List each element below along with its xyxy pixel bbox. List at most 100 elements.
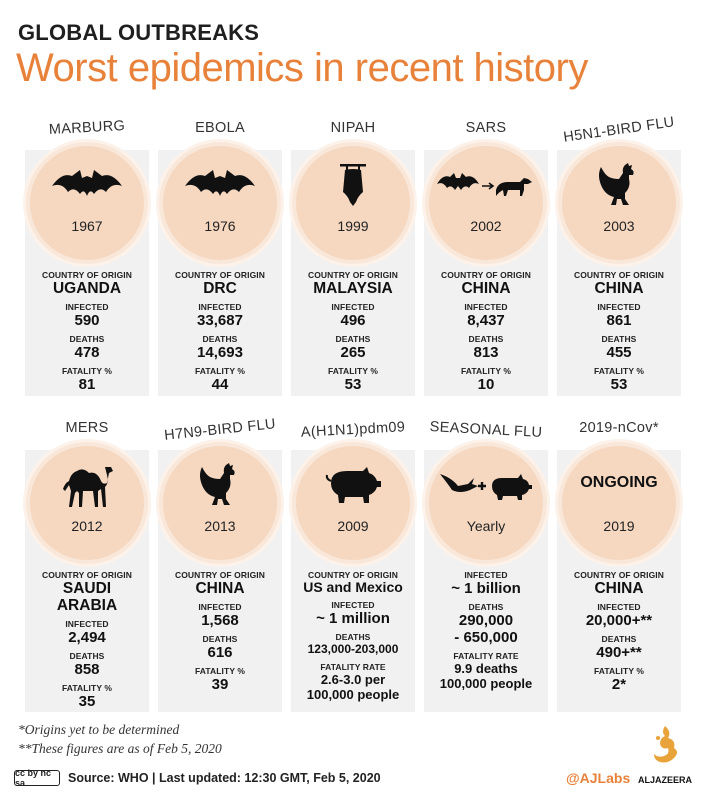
year: 1967 bbox=[71, 218, 103, 234]
stats: COUNTRY OF ORIGIN UGANDA INFECTED 590 DE… bbox=[25, 270, 149, 398]
country-value: CHINA bbox=[461, 280, 511, 297]
fatality-value: 39 bbox=[211, 676, 229, 693]
disease-name: 2019-nCov* bbox=[579, 420, 659, 436]
disease-name: MARBURG bbox=[48, 118, 126, 138]
icon-circle: 1976 bbox=[159, 142, 281, 264]
fatality-value: 44 bbox=[211, 376, 229, 393]
disease-name: SARS bbox=[465, 120, 507, 136]
fatality-value-line2: 100,000 people bbox=[439, 676, 533, 691]
deaths-label: DEATHS bbox=[69, 651, 105, 661]
deaths-value: 490+** bbox=[596, 644, 642, 661]
icon-circle: 1999 bbox=[292, 142, 414, 264]
infected-value: 20,000+** bbox=[585, 612, 653, 629]
disease-card-seasonal-flu: SEASONAL FLU Yearly INFECTED ~ 1 billion… bbox=[424, 419, 548, 712]
deaths-value: 858 bbox=[74, 661, 100, 678]
deaths-value: 616 bbox=[207, 644, 233, 661]
infected-label: INFECTED bbox=[65, 619, 109, 629]
rooster-icon bbox=[163, 460, 277, 510]
disease-name: A(H1N1)pdm09 bbox=[300, 419, 406, 441]
fatality-value: 81 bbox=[78, 376, 96, 393]
year: 2009 bbox=[337, 518, 369, 534]
year: 2002 bbox=[470, 218, 502, 234]
icon-circle: 2009 bbox=[292, 442, 414, 564]
deaths-label: DEATHS bbox=[468, 334, 504, 344]
disease-card-h5n1: H5N1-BIRD FLU 2003 COUNTRY OF ORIGIN CHI… bbox=[557, 114, 681, 398]
source-text: Source: WHO | Last updated: 12:30 GMT, F… bbox=[68, 771, 381, 785]
country-value: CHINA bbox=[594, 580, 644, 597]
deaths-value: 265 bbox=[340, 344, 366, 361]
deaths-value: 14,693 bbox=[197, 344, 243, 361]
deaths-label: DEATHS bbox=[202, 334, 238, 344]
country-label: COUNTRY OF ORIGIN bbox=[174, 570, 265, 580]
footnote-figures-date: **These figures are as of Feb 5, 2020 bbox=[18, 741, 222, 756]
country-value: US and Mexico bbox=[303, 579, 403, 595]
infected-label: INFECTED bbox=[597, 602, 641, 612]
year: Yearly bbox=[466, 518, 506, 534]
country-value-line1: SAUDI bbox=[62, 580, 112, 597]
year: 2013 bbox=[204, 518, 236, 534]
year: 2019 bbox=[603, 518, 635, 534]
infected-value: 496 bbox=[340, 312, 366, 329]
deaths-value-line2: - 650,000 bbox=[454, 629, 518, 646]
creative-commons-icon: cc by nc sa bbox=[14, 768, 60, 788]
disease-name: NIPAH bbox=[330, 120, 376, 136]
icon-circle: ONGOING 2019 bbox=[558, 442, 680, 564]
infected-label: INFECTED bbox=[331, 302, 375, 312]
deaths-value: 123,000-203,000 bbox=[307, 642, 399, 656]
deaths-label: DEATHS bbox=[601, 634, 637, 644]
hanging-bat-icon bbox=[296, 160, 410, 210]
infected-label: INFECTED bbox=[464, 302, 508, 312]
stats: COUNTRY OF ORIGIN CHINA INFECTED 20,000+… bbox=[557, 570, 681, 698]
disease-card-h1n1: A(H1N1)pdm09 2009 COUNTRY OF ORIGIN US a… bbox=[291, 419, 415, 712]
deaths-label: DEATHS bbox=[202, 634, 238, 644]
fatality-value-line1: 2.6-3.0 per bbox=[320, 672, 386, 687]
icon-circle: 2013 bbox=[159, 442, 281, 564]
disease-card-ebola: EBOLA 1976 COUNTRY OF ORIGIN DRC INFECTE… bbox=[158, 120, 282, 398]
bird-and-pig-icon bbox=[429, 460, 543, 510]
icon-circle: Yearly bbox=[425, 442, 547, 564]
disease-card-marburg: MARBURG 1967 COUNTRY OF ORIGIN UGANDA IN… bbox=[25, 118, 149, 398]
icon-circle: 2012 bbox=[26, 442, 148, 564]
infected-label: INFECTED bbox=[198, 302, 242, 312]
infected-value: 861 bbox=[606, 312, 632, 329]
fatality-value-line2: 100,000 people bbox=[306, 687, 400, 702]
fatality-value: 53 bbox=[344, 376, 362, 393]
icon-circle: 1967 bbox=[26, 142, 148, 264]
infected-value: ~ 1 billion bbox=[451, 580, 521, 597]
country-label: COUNTRY OF ORIGIN bbox=[41, 270, 132, 280]
deaths-label: DEATHS bbox=[335, 334, 371, 344]
bat-to-civet-icon bbox=[429, 160, 543, 210]
infected-label: INFECTED bbox=[65, 302, 109, 312]
fatality-label: FATALITY % bbox=[593, 666, 645, 676]
year: 2012 bbox=[71, 518, 103, 534]
aljazeera-wordmark: ALJAZEERA bbox=[637, 775, 692, 785]
country-value: CHINA bbox=[594, 280, 644, 297]
camel-icon bbox=[30, 460, 144, 510]
disease-name: SEASONAL FLU bbox=[429, 419, 543, 441]
bat-icon bbox=[30, 160, 144, 210]
country-label: COUNTRY OF ORIGIN bbox=[41, 570, 132, 580]
country-label: COUNTRY OF ORIGIN bbox=[307, 270, 398, 280]
stats: COUNTRY OF ORIGIN SAUDI ARABIA INFECTED … bbox=[25, 570, 149, 715]
aljazeera-logo-icon bbox=[654, 726, 677, 763]
icon-circle: 2003 bbox=[558, 142, 680, 264]
fatality-value: 2* bbox=[611, 676, 627, 693]
stats: COUNTRY OF ORIGIN MALAYSIA INFECTED 496 … bbox=[291, 270, 415, 398]
deaths-label: DEATHS bbox=[468, 602, 504, 612]
deaths-value: 455 bbox=[606, 344, 632, 361]
country-label: COUNTRY OF ORIGIN bbox=[174, 270, 265, 280]
stats: COUNTRY OF ORIGIN CHINA INFECTED 861 DEA… bbox=[557, 270, 681, 398]
fatality-value: 35 bbox=[78, 693, 96, 710]
country-label: COUNTRY OF ORIGIN bbox=[573, 270, 664, 280]
deaths-value: 813 bbox=[473, 344, 499, 361]
fatality-label: FATALITY % bbox=[61, 683, 113, 693]
disease-card-sars: SARS 2002 COUNTRY OF ORIGIN CHINA INFECT… bbox=[424, 120, 548, 396]
infected-value: 8,437 bbox=[467, 312, 505, 329]
fatality-label: FATALITY % bbox=[194, 366, 246, 376]
country-value: UGANDA bbox=[52, 280, 122, 297]
year: 1999 bbox=[337, 218, 369, 234]
country-label: COUNTRY OF ORIGIN bbox=[573, 570, 664, 580]
stats: COUNTRY OF ORIGIN DRC INFECTED 33,687 DE… bbox=[158, 270, 282, 398]
disease-card-h7n9: H7N9-BIRD FLU 2013 COUNTRY OF ORIGIN CHI… bbox=[158, 416, 282, 712]
stats: INFECTED ~ 1 billion DEATHS 290,000 - 65… bbox=[424, 570, 548, 696]
